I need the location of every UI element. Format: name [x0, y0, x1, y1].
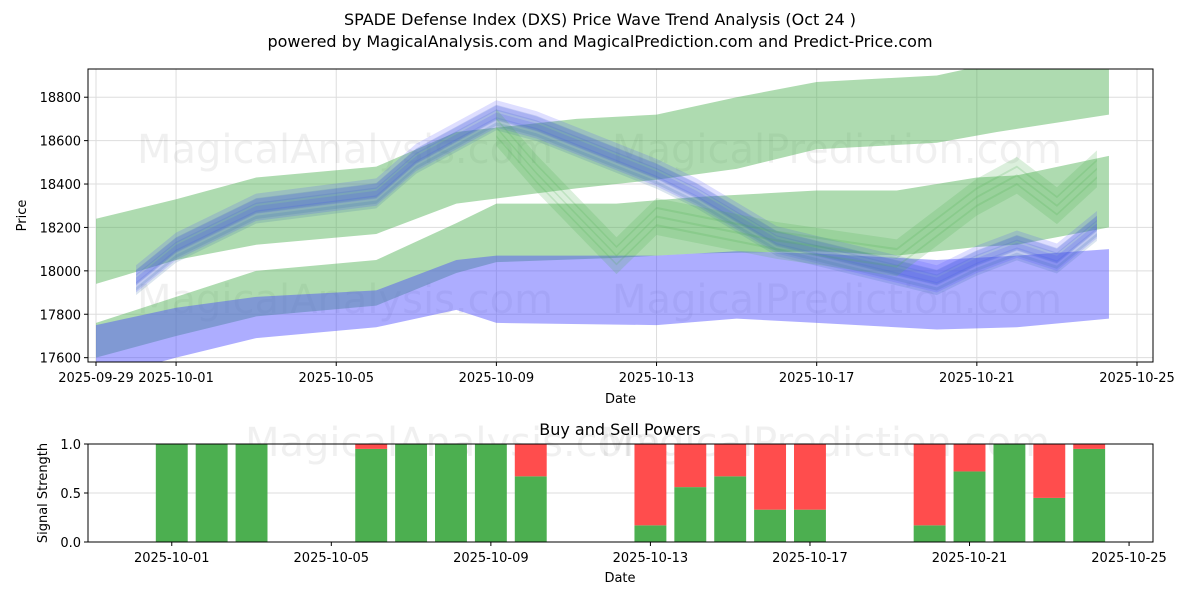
buy-bar [435, 444, 467, 542]
y-tick-label: 18200 [40, 221, 81, 236]
x-tick-label: 2025-10-25 [1091, 551, 1167, 566]
buy-bar [155, 444, 188, 542]
buy-bar [195, 444, 228, 542]
buy-bar [474, 444, 507, 542]
y-axis-label: Signal Strength [36, 443, 51, 543]
buy-bar [1073, 448, 1106, 542]
y-tick-label: 17600 [40, 352, 81, 367]
buy-bar [714, 476, 747, 542]
chart-title: SPADE Defense Index (DXS) Price Wave Tre… [343, 10, 857, 29]
lower-blue-band [96, 249, 1109, 362]
price-wave-strand [136, 109, 1097, 285]
y-axis-label: Price [15, 200, 30, 232]
buy-bar [953, 471, 986, 542]
watermark-text: MagicalPrediction.com [612, 127, 1062, 173]
x-tick-label: 2025-10-17 [779, 371, 855, 386]
price-plot: MagicalAnalysis.com MagicalPrediction.com… [15, 68, 1175, 407]
y-tick-label: 18000 [40, 265, 81, 280]
price-wave-green-strand [496, 135, 1097, 277]
buy-bar [1033, 497, 1066, 542]
sell-bar [674, 444, 707, 488]
x-axis-label: Date [604, 571, 635, 586]
buy-bar [395, 444, 428, 542]
bar-chart-title: Buy and Sell Powers [539, 420, 701, 439]
price-wave-strand [136, 100, 1097, 276]
sell-bar [1073, 444, 1106, 449]
x-tick-label: 2025-10-13 [619, 371, 695, 386]
x-tick-label: 2025-10-25 [1099, 371, 1175, 386]
buy-bar [514, 476, 547, 542]
sell-bar [913, 444, 946, 526]
x-tick-label: 2025-10-21 [932, 551, 1008, 566]
plot-frame [87, 68, 1154, 363]
watermark-text: MagicalAnalysis.com [137, 277, 553, 323]
price-wave-strand [136, 122, 1097, 296]
chart-subtitle: powered by MagicalAnalysis.com and Magic… [267, 32, 933, 51]
price-wave-green-strand [496, 109, 1097, 251]
y-tick-label: 18800 [40, 91, 81, 106]
x-tick-label: 2025-10-05 [294, 551, 370, 566]
buy-bar [674, 487, 707, 542]
watermark-text: MagicalAnalysis.com [137, 127, 553, 173]
price-wave-strand [136, 105, 1097, 284]
sell-bar [1033, 444, 1066, 498]
y-tick-label: 0.5 [60, 487, 81, 502]
x-tick-label: 2025-09-29 [58, 371, 134, 386]
sell-bar [634, 444, 667, 526]
x-tick-label: 2025-10-05 [298, 371, 374, 386]
buy-bar [355, 448, 388, 542]
buy-bar [634, 525, 667, 542]
x-tick-label: 2025-10-21 [939, 371, 1015, 386]
buy-bar [794, 509, 826, 542]
y-tick-label: 18400 [40, 178, 81, 193]
price-wave-strand [136, 112, 1097, 291]
lower-green-band [96, 155, 1109, 358]
buy-bar [754, 509, 787, 542]
price-wave-strand [136, 112, 1097, 286]
buy-bar [993, 444, 1026, 542]
price-wave-strand [136, 117, 1097, 293]
buy-bar [913, 525, 946, 542]
sell-bar [754, 444, 787, 510]
price-wave-green-strand [496, 126, 1097, 268]
sell-bar [794, 444, 826, 510]
buy-bar [235, 444, 268, 542]
sell-bar [714, 444, 747, 477]
x-tick-label: 2025-10-01 [138, 371, 214, 386]
price-wave-strand [136, 104, 1097, 278]
price-series-group: MagicalAnalysis.com MagicalPrediction.com… [96, 69, 1109, 362]
x-tick-label: 2025-10-09 [453, 551, 529, 566]
sell-bar [355, 444, 388, 449]
sell-bar [514, 444, 547, 477]
upper-green-band [96, 69, 1109, 284]
watermark-text: MagicalPrediction.com [612, 277, 1062, 323]
y-tick-label: 18600 [40, 135, 81, 150]
y-tick-label: 0.0 [60, 536, 81, 551]
y-tick-label: 17800 [40, 308, 81, 323]
x-tick-label: 2025-10-09 [459, 371, 535, 386]
x-tick-label: 2025-10-17 [772, 551, 848, 566]
buy-sell-plot: MagicalAnalysis.comMagicalPrediction.com… [36, 420, 1167, 586]
x-tick-label: 2025-10-01 [134, 551, 210, 566]
x-axis-label: Date [605, 392, 636, 407]
y-tick-label: 1.0 [60, 438, 81, 453]
price-wave-green-strand [496, 117, 1097, 259]
x-tick-label: 2025-10-13 [613, 551, 689, 566]
sell-bar [953, 444, 986, 472]
